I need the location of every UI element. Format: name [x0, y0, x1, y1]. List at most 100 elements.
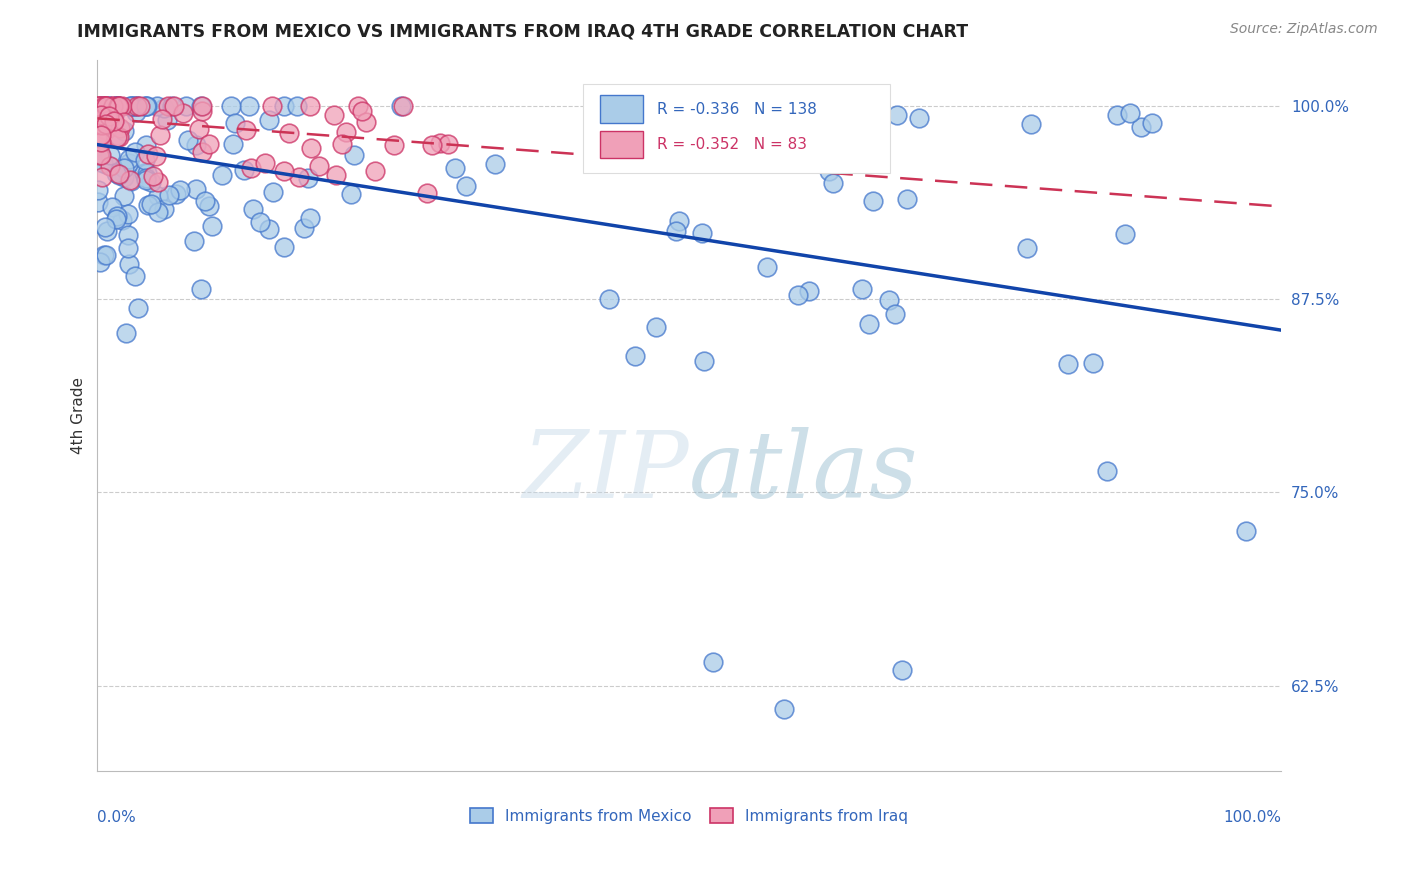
Point	[273, 240, 295, 254]
FancyBboxPatch shape	[600, 95, 643, 123]
Point	[146, 99, 169, 113]
Point	[742, 140, 765, 154]
Point	[149, 128, 172, 143]
Point	[101, 99, 124, 113]
Point	[240, 161, 263, 175]
Point	[107, 129, 129, 144]
Point	[93, 99, 115, 113]
Point	[288, 170, 311, 185]
Y-axis label: 4th Grade: 4th Grade	[72, 376, 86, 454]
Point	[186, 137, 208, 152]
Point	[273, 164, 295, 178]
Point	[87, 99, 110, 113]
Point	[177, 133, 200, 147]
Point	[429, 136, 451, 150]
Point	[94, 99, 117, 113]
Point	[104, 99, 127, 113]
Point	[107, 99, 129, 113]
Point	[105, 209, 128, 223]
Point	[1142, 116, 1164, 130]
Point	[332, 137, 354, 152]
Point	[242, 202, 264, 216]
Point	[858, 318, 880, 332]
Point	[117, 241, 139, 255]
Point	[249, 215, 271, 229]
Point	[118, 153, 141, 167]
Point	[97, 99, 120, 113]
Point	[135, 167, 157, 181]
Point	[235, 123, 257, 137]
Point	[93, 99, 115, 113]
Point	[191, 145, 214, 159]
Point	[877, 293, 900, 307]
Point	[90, 99, 112, 113]
Point	[1097, 464, 1119, 478]
Point	[90, 118, 112, 132]
Point	[354, 115, 377, 129]
Point	[862, 194, 884, 208]
Point	[93, 109, 115, 123]
Point	[90, 108, 112, 122]
Point	[105, 128, 128, 142]
Point	[278, 126, 301, 140]
Point	[86, 131, 108, 145]
Point	[382, 137, 405, 152]
Point	[415, 186, 437, 200]
Point	[93, 108, 115, 122]
Point	[91, 155, 114, 169]
Point	[598, 292, 620, 306]
Point	[103, 99, 125, 113]
Point	[125, 99, 148, 113]
Point	[148, 189, 170, 203]
Point	[107, 99, 129, 113]
Point	[891, 663, 914, 677]
Point	[87, 139, 110, 153]
Point	[87, 99, 110, 113]
Point	[125, 105, 148, 120]
Point	[135, 173, 157, 187]
Point	[122, 99, 145, 113]
Point	[817, 164, 839, 178]
Point	[883, 307, 905, 321]
Point	[89, 255, 111, 269]
Point	[299, 141, 322, 155]
Point	[308, 160, 330, 174]
Point	[118, 257, 141, 271]
Point	[90, 128, 112, 143]
Point	[163, 99, 186, 113]
Point	[773, 702, 796, 716]
Point	[120, 173, 142, 187]
Point	[103, 113, 125, 128]
Point	[157, 187, 180, 202]
Point	[257, 222, 280, 236]
Point	[87, 129, 110, 144]
Point	[392, 99, 415, 113]
Point	[111, 212, 134, 227]
Point	[136, 99, 159, 113]
Point	[129, 99, 152, 113]
Point	[98, 159, 121, 173]
Point	[127, 99, 149, 113]
Point	[232, 162, 254, 177]
Point	[860, 118, 883, 132]
Point	[118, 156, 141, 170]
Point	[690, 226, 713, 240]
Point	[807, 115, 830, 129]
Point	[1234, 524, 1257, 538]
Point	[112, 169, 135, 184]
Point	[183, 234, 205, 248]
Point	[779, 106, 801, 120]
Point	[93, 99, 115, 113]
Point	[90, 135, 112, 149]
Point	[160, 99, 183, 113]
Point	[420, 137, 443, 152]
Point	[120, 173, 142, 187]
Point	[96, 248, 118, 262]
Point	[1107, 108, 1129, 122]
Point	[94, 99, 117, 113]
Point	[623, 349, 645, 363]
Point	[136, 146, 159, 161]
Point	[190, 282, 212, 296]
Point	[91, 116, 114, 130]
Point	[146, 175, 169, 189]
